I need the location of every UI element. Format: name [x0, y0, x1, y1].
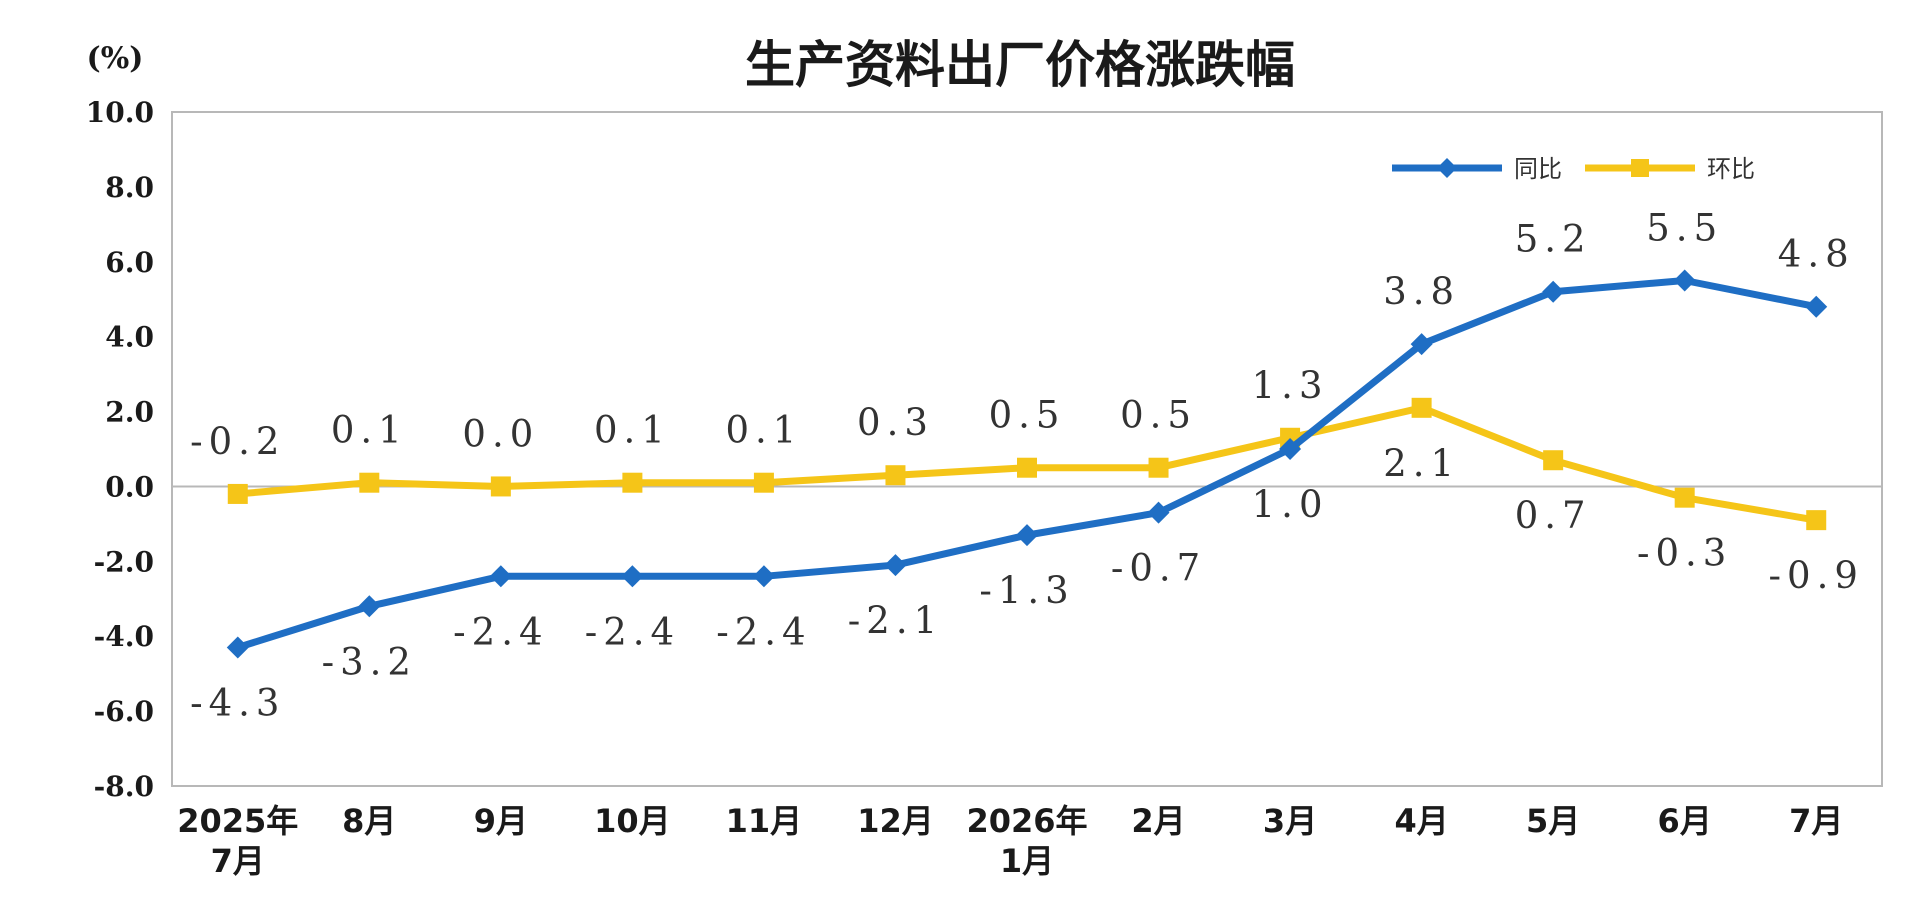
data-point	[359, 472, 380, 493]
data-point	[490, 476, 511, 497]
data-point	[1542, 280, 1565, 303]
plot-frame	[171, 111, 1883, 787]
y-tick-label: 10.0	[86, 96, 154, 129]
y-tick-label: -2.0	[94, 545, 154, 578]
data-label: -0.7	[1111, 547, 1206, 590]
y-tick-label: 4.0	[105, 321, 154, 354]
data-label: 0.7	[1515, 494, 1592, 537]
legend-marker	[1631, 159, 1649, 177]
data-label: 0.1	[726, 409, 803, 452]
data-label: 0.1	[331, 409, 408, 452]
x-tick-label: 6月	[1658, 802, 1712, 840]
x-tick-labels: 2025年 7月 8月 9月 10月 11月 12月 2026年 1月 2月 3月 4月 5月 6月 7月	[177, 802, 1843, 880]
data-point	[1147, 501, 1170, 524]
data-point	[1673, 269, 1696, 292]
y-tick-label: 0.0	[105, 470, 154, 503]
data-point	[752, 565, 775, 588]
y-tick-label: 6.0	[105, 246, 154, 279]
data-label: -0.9	[1769, 554, 1864, 597]
x-tick-label: 2025年 7月	[177, 802, 298, 880]
x-tick-label: 3月	[1263, 802, 1317, 840]
data-label: 0.0	[462, 412, 539, 455]
legend-label: 环比	[1707, 155, 1755, 183]
y-tick-label: 8.0	[105, 171, 154, 204]
data-point	[226, 636, 249, 659]
data-label: -3.2	[322, 640, 417, 683]
data-point	[1805, 295, 1828, 318]
data-point	[227, 483, 248, 504]
chart-title: 生产资料出厂价格涨跌幅	[745, 36, 1295, 94]
y-tick-label: -8.0	[94, 770, 154, 803]
data-label: -0.3	[1637, 532, 1732, 575]
data-point	[885, 465, 906, 486]
data-label: -2.1	[848, 599, 943, 642]
data-point	[1410, 333, 1433, 356]
data-point	[1543, 450, 1564, 471]
data-label: -0.2	[190, 420, 285, 463]
data-point	[1016, 524, 1038, 547]
x-tick-label: 2月	[1131, 802, 1185, 840]
data-point	[1411, 397, 1432, 418]
series-group	[226, 269, 1828, 659]
y-tick-labels: 10.0 8.0 6.0 4.0 2.0 0.0 -2.0 -4.0 -6.0 -8.0	[86, 96, 154, 803]
data-label: -2.4	[453, 610, 548, 653]
data-point	[884, 554, 907, 577]
x-tick-label: 11月	[726, 802, 803, 840]
y-axis-unit: (%)	[87, 41, 144, 76]
data-label: 0.5	[1120, 394, 1197, 437]
data-label: 5.5	[1646, 207, 1723, 250]
data-label: 5.2	[1515, 218, 1592, 261]
data-point	[1806, 510, 1827, 531]
x-tick-label: 7月	[1789, 802, 1843, 840]
x-tick-label: 5月	[1526, 802, 1580, 840]
y-tick-label: -4.0	[94, 620, 154, 653]
data-label: 1.3	[1252, 364, 1329, 407]
y-tick-label: -6.0	[94, 695, 154, 728]
data-labels: -4.3 -3.2 -2.4 -2.4 -2.4 -2.1 -1.3 -0.7 1.0 3.8 5.…	[190, 207, 1864, 725]
y-tick-label: 2.0	[105, 396, 154, 429]
data-label: 0.3	[857, 401, 934, 444]
data-label: 3.8	[1383, 270, 1460, 313]
data-label: 4.8	[1778, 233, 1855, 276]
x-tick-label: 4月	[1394, 802, 1448, 840]
data-point	[1279, 438, 1302, 460]
data-label: 0.5	[989, 394, 1066, 437]
data-label: -2.4	[585, 610, 680, 653]
data-label: 2.1	[1383, 442, 1460, 485]
data-point	[753, 472, 774, 493]
data-point	[1674, 487, 1695, 508]
x-tick-label: 10月	[594, 802, 671, 840]
data-label: -2.4	[716, 610, 811, 653]
x-tick-label: 9月	[474, 802, 528, 840]
legend-label: 同比	[1514, 155, 1562, 183]
x-tick-label: 12月	[857, 802, 934, 840]
legend: 同比 环比	[1392, 155, 1755, 183]
x-tick-label: 8月	[342, 802, 396, 840]
data-label: 1.0	[1252, 483, 1329, 526]
data-point	[1017, 457, 1037, 478]
data-point	[621, 565, 644, 588]
data-point	[358, 595, 381, 618]
data-label: 0.1	[594, 409, 671, 452]
data-point	[1148, 457, 1169, 478]
data-label: -1.3	[979, 569, 1074, 612]
x-tick-label: 2026年 1月	[966, 802, 1087, 880]
data-label: -4.3	[190, 681, 285, 724]
data-point	[489, 565, 512, 588]
legend-marker	[1437, 158, 1457, 178]
data-point	[622, 472, 643, 493]
